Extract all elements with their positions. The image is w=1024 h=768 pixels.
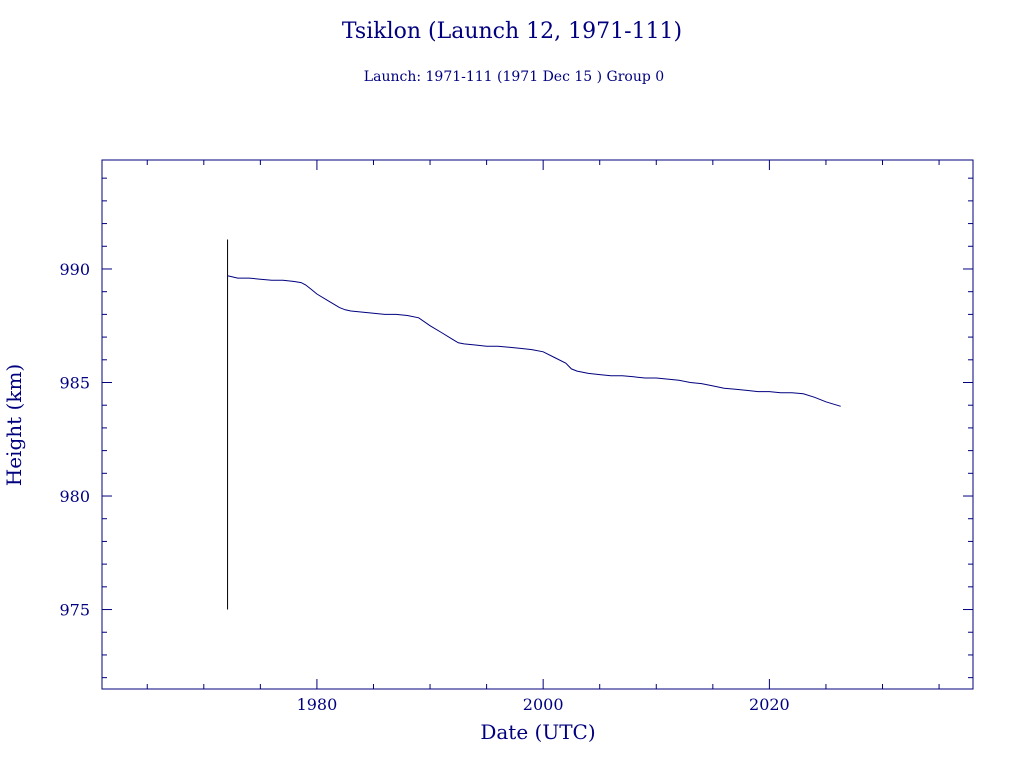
x-axis-label: Date (UTC) [480,720,595,744]
plot-frame [101,159,974,690]
y-tick-label: 975 [59,601,90,620]
x-tick-label: 2000 [523,695,564,714]
chart-title: Tsiklon (Launch 12, 1971-111) [342,19,682,44]
chart-subtitle: Launch: 1971-111 (1971 Dec 15 ) Group 0 [364,69,664,85]
y-axis-ticks [102,177,973,679]
x-tick-label: 2020 [749,695,790,714]
y-axis-label: Height (km) [2,364,26,486]
x-tick-label: 1980 [297,695,338,714]
series-line-height [227,275,841,407]
y-tick-label: 980 [59,487,90,506]
y-tick-label: 985 [59,373,90,392]
y-tick-label: 990 [59,260,90,279]
x-axis-ticks [146,160,940,689]
x-axis-tick-labels: 1980 2000 2020 [297,695,790,714]
y-axis-tick-labels: 975 980 985 990 [59,260,90,620]
